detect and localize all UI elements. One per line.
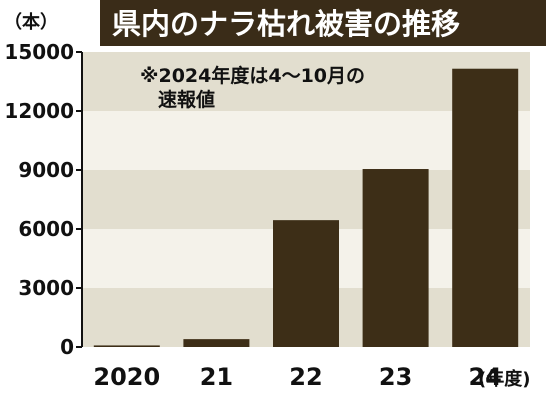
y-tick-label: 6000: [18, 217, 74, 241]
x-tick-label: 24: [468, 363, 501, 391]
y-tick-label: 9000: [18, 158, 74, 182]
title-background: [100, 0, 546, 46]
x-tick-label: 2020: [93, 363, 160, 391]
note-line-2: 速報値: [158, 88, 215, 111]
bar: [362, 169, 429, 347]
bar: [273, 220, 339, 347]
chart-title: 県内のナラ枯れ被害の推移: [112, 7, 460, 41]
x-tick-label: 21: [200, 363, 233, 391]
y-axis-ticks: 0 3000 6000 9000 12000 15000: [4, 40, 83, 359]
bar: [452, 68, 519, 347]
bar: [93, 345, 160, 347]
x-tick-label: 22: [289, 363, 322, 391]
x-axis-ticks: 2020 21 22 23 24: [93, 363, 502, 391]
y-tick-label: 12000: [4, 99, 74, 123]
bars: [93, 68, 519, 347]
y-tick-label: 0: [60, 335, 74, 359]
y-unit-label: （本）: [4, 11, 58, 33]
x-unit-label: (年度): [478, 368, 530, 390]
y-tick-label: 3000: [18, 276, 74, 300]
bar: [183, 339, 250, 347]
note-line-1: ※2024年度は4～10月の: [140, 64, 365, 87]
x-tick-label: 23: [379, 363, 412, 391]
y-tick-label: 15000: [4, 40, 74, 64]
